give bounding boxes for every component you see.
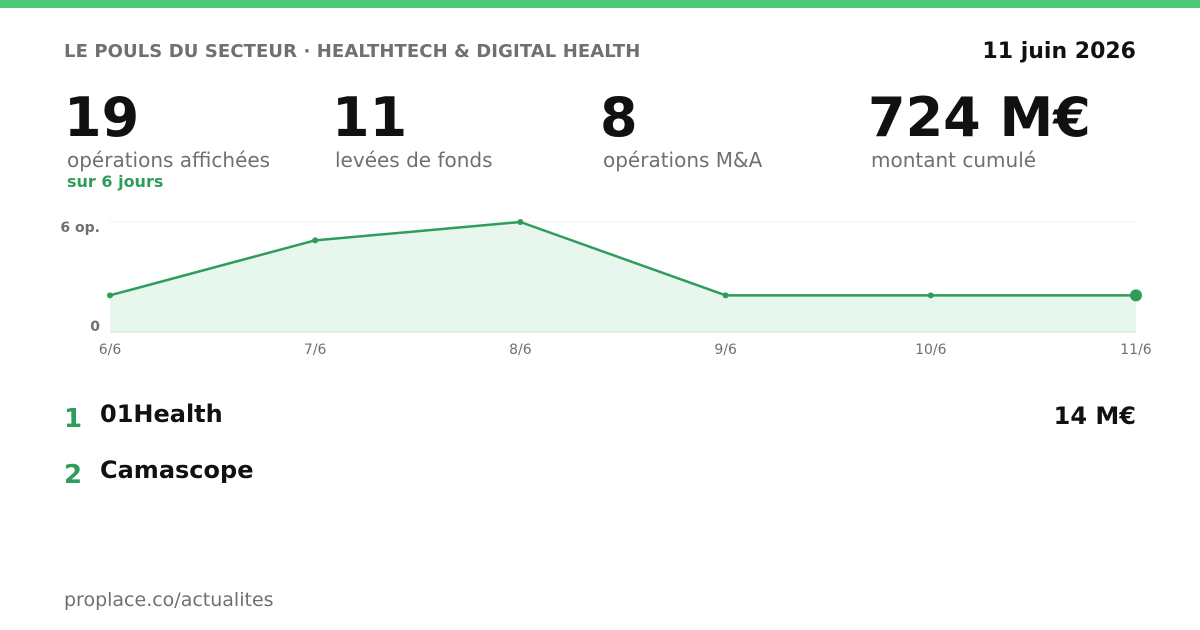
chart-y-tick-label: 6 op.	[60, 220, 100, 236]
chart-area-fill	[110, 222, 1136, 332]
chart-data-point	[927, 292, 934, 299]
stat-operations: 19 opérations affichées sur 6 jours	[64, 88, 270, 192]
stat-total-amount: 724 M€ montant cumulé	[868, 86, 1091, 173]
chart-data-point	[312, 237, 319, 244]
ranking-position: 1	[64, 404, 83, 434]
ranking-row: 2 Camascope	[64, 456, 1136, 496]
stat-mna-label: opérations M&A	[603, 148, 763, 172]
operations-area-chart: 0 6 op. 6/6 7/6 8/6 9/6 10/6 11/6	[60, 219, 1152, 358]
stat-mna-value: 8	[600, 86, 638, 149]
chart-x-tick-label: 7/6	[304, 342, 327, 358]
top-accent-bar	[0, 0, 1200, 8]
chart-series-line	[109, 220, 1136, 297]
ranking-company: 01Health	[100, 400, 223, 428]
chart-data-point	[722, 292, 729, 299]
stat-operations-value: 19	[64, 86, 140, 149]
stat-operations-label: opérations affichées	[67, 148, 271, 172]
chart-data-point	[517, 219, 524, 225]
ranking-amount: 14 M€	[1053, 402, 1136, 430]
chart-data-point	[107, 292, 113, 299]
stat-fundraising: 11 levées de fonds	[332, 86, 493, 173]
stat-total-amount-value: 724 M€	[868, 86, 1091, 149]
chart-x-tick-label: 11/6	[1120, 342, 1152, 358]
stat-operations-period: sur 6 jours	[67, 172, 164, 191]
chart-data-point	[1130, 289, 1142, 302]
ranking-company: Camascope	[100, 456, 254, 484]
stat-total-amount-label: montant cumulé	[871, 148, 1037, 172]
publication-date: 11 juin 2026	[982, 39, 1136, 64]
chart-x-tick-label: 8/6	[509, 342, 532, 358]
chart-y-tick-label: 0	[90, 319, 100, 335]
chart-x-tick-label: 9/6	[714, 342, 737, 358]
footer-url: proplace.co/actualites	[64, 589, 274, 611]
stat-mna: 8 opérations M&A	[600, 86, 763, 173]
stat-fundraising-value: 11	[332, 86, 408, 149]
ranking-position: 2	[64, 460, 83, 490]
stat-fundraising-label: levées de fonds	[335, 148, 493, 172]
ranking-row: 1 01Health 14 M€	[64, 400, 1136, 440]
chart-x-tick-label: 6/6	[99, 342, 122, 358]
chart-x-tick-label: 10/6	[915, 342, 947, 358]
section-kicker: LE POULS DU SECTEUR · HEALTHTECH & DIGIT…	[64, 41, 641, 62]
